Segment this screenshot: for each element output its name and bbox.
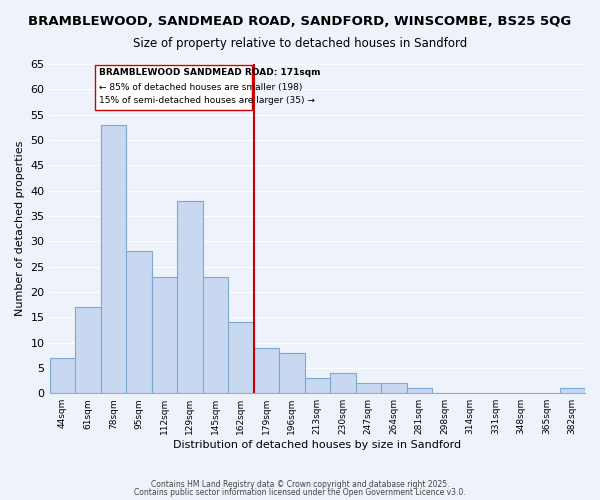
- Text: Size of property relative to detached houses in Sandford: Size of property relative to detached ho…: [133, 38, 467, 51]
- Y-axis label: Number of detached properties: Number of detached properties: [15, 141, 25, 316]
- Text: Contains public sector information licensed under the Open Government Licence v3: Contains public sector information licen…: [134, 488, 466, 497]
- Bar: [330, 373, 356, 393]
- Bar: [254, 348, 279, 393]
- Bar: [381, 383, 407, 393]
- Bar: [356, 383, 381, 393]
- Text: 15% of semi-detached houses are larger (35) →: 15% of semi-detached houses are larger (…: [99, 96, 315, 106]
- Bar: [50, 358, 75, 393]
- Bar: [279, 352, 305, 393]
- Text: BRAMBLEWOOD, SANDMEAD ROAD, SANDFORD, WINSCOMBE, BS25 5QG: BRAMBLEWOOD, SANDMEAD ROAD, SANDFORD, WI…: [28, 15, 572, 28]
- Text: ← 85% of detached houses are smaller (198): ← 85% of detached houses are smaller (19…: [99, 82, 302, 92]
- Bar: [203, 276, 228, 393]
- Bar: [75, 307, 101, 393]
- Bar: [228, 322, 254, 393]
- X-axis label: Distribution of detached houses by size in Sandford: Distribution of detached houses by size …: [173, 440, 461, 450]
- Bar: [305, 378, 330, 393]
- Bar: [152, 276, 177, 393]
- Bar: [407, 388, 432, 393]
- FancyBboxPatch shape: [95, 65, 252, 110]
- Text: BRAMBLEWOOD SANDMEAD ROAD: 171sqm: BRAMBLEWOOD SANDMEAD ROAD: 171sqm: [99, 68, 321, 77]
- Bar: [126, 252, 152, 393]
- Bar: [560, 388, 585, 393]
- Bar: [101, 125, 126, 393]
- Text: Contains HM Land Registry data © Crown copyright and database right 2025.: Contains HM Land Registry data © Crown c…: [151, 480, 449, 489]
- Bar: [177, 200, 203, 393]
